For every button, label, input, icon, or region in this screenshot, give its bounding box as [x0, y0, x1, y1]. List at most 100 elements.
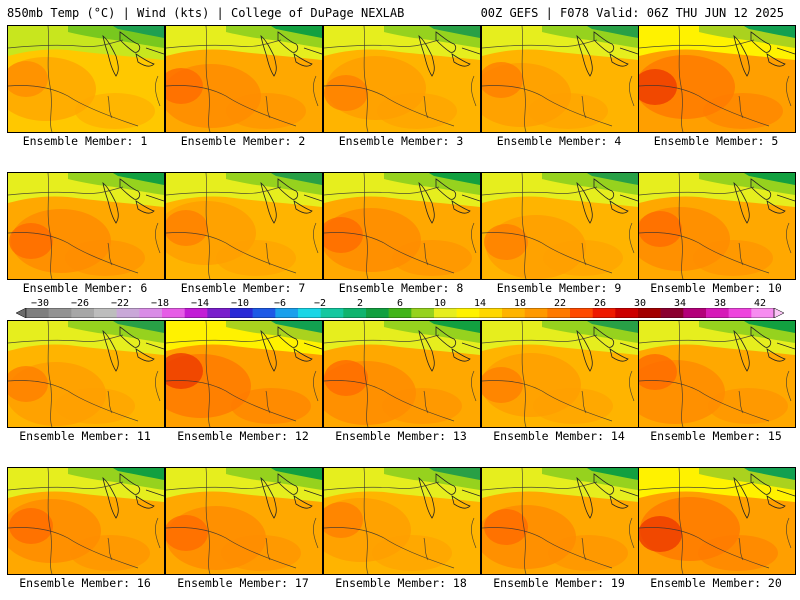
colorbar-segment: [26, 308, 49, 318]
colorbar-segment: [230, 308, 253, 318]
colorbar-tick-label: −2: [313, 298, 327, 309]
colorbar-segment: [728, 308, 752, 318]
colorbar-tick-label: 42: [753, 298, 767, 309]
ensemble-member-label: Ensemble Member: 14: [493, 429, 625, 443]
temperature-field-map: [166, 468, 322, 574]
temperature-field-map: [8, 468, 164, 574]
ensemble-member-label: Ensemble Member: 19: [493, 576, 625, 590]
ensemble-member-label: Ensemble Member: 12: [177, 429, 309, 443]
ensemble-member-label: Ensemble Member: 20: [650, 576, 782, 590]
temperature-field-map: [639, 321, 795, 427]
ensemble-member-label: Ensemble Member: 16: [19, 576, 151, 590]
colorbar-segment: [139, 308, 163, 318]
run-valid-time: 00Z GEFS | F078 Valid: 06Z THU JUN 12 20…: [480, 6, 784, 20]
colorbar-tick-label: 2: [356, 298, 364, 309]
temperature-field-map: [639, 26, 795, 132]
colorbar-tick-label: −18: [150, 298, 170, 309]
colorbar-segment: [479, 308, 503, 318]
colorbar-segment: [502, 308, 525, 318]
colorbar-segment: [683, 308, 707, 318]
colorbar-segment: [434, 308, 457, 318]
temperature-field-map: [324, 173, 480, 279]
colorbar-tick-label: 18: [513, 298, 527, 309]
ensemble-map-panel: [165, 25, 323, 133]
colorbar-tick-label: 10: [433, 298, 447, 309]
colorbar-segment: [547, 308, 571, 318]
colorbar-left-arrow: [16, 308, 27, 318]
ensemble-member-label: Ensemble Member: 9: [496, 281, 622, 295]
colorbar-segment: [298, 308, 321, 318]
temperature-field-map: [482, 468, 638, 574]
ensemble-member-label: Ensemble Member: 18: [335, 576, 467, 590]
ensemble-map-panel: [7, 172, 165, 280]
colorbar-tick-label: 6: [396, 298, 404, 309]
ensemble-map-panel: [323, 25, 481, 133]
temperature-field-map: [639, 173, 795, 279]
colorbar-tick-label: 38: [713, 298, 727, 309]
temperature-field-map: [324, 321, 480, 427]
colorbar-tick-label: −22: [110, 298, 130, 309]
colorbar-tick-label: 22: [553, 298, 567, 309]
ensemble-member-label: Ensemble Member: 10: [650, 281, 782, 295]
ensemble-map-panel: [323, 320, 481, 428]
colorbar-segment: [343, 308, 367, 318]
ensemble-member-label: Ensemble Member: 3: [338, 134, 464, 148]
ensemble-map-panel: [7, 25, 165, 133]
ensemble-map-panel: [323, 467, 481, 575]
colorbar-segment: [320, 308, 344, 318]
colorbar-segment: [388, 308, 412, 318]
ensemble-map-panel: [638, 320, 796, 428]
ensemble-member-label: Ensemble Member: 15: [650, 429, 782, 443]
colorbar-segment: [207, 308, 231, 318]
temperature-field-map: [8, 173, 164, 279]
colorbar-segment: [162, 308, 185, 318]
colorbar-segment: [71, 308, 95, 318]
colorbar-tick-label: −26: [70, 298, 90, 309]
temperature-field-map: [166, 173, 322, 279]
temperature-field-map: [166, 321, 322, 427]
temperature-field-map: [482, 26, 638, 132]
colorbar-segment: [411, 308, 435, 318]
ensemble-member-label: Ensemble Member: 5: [653, 134, 779, 148]
ensemble-member-label: Ensemble Member: 1: [22, 134, 148, 148]
colorbar-segment: [592, 308, 616, 318]
temperature-field-map: [8, 321, 164, 427]
colorbar-segment: [615, 308, 639, 318]
ensemble-map-panel: [165, 172, 323, 280]
colorbar-segment: [524, 308, 548, 318]
ensemble-map-panel: [638, 172, 796, 280]
temperature-field-map: [324, 468, 480, 574]
colorbar-tick-label: 34: [673, 298, 687, 309]
ensemble-map-panel: [481, 172, 639, 280]
colorbar-segment: [48, 308, 72, 318]
colorbar-tick-label: 30: [633, 298, 647, 309]
ensemble-map-panel: [638, 467, 796, 575]
ensemble-member-label: Ensemble Member: 8: [338, 281, 464, 295]
ensemble-member-label: Ensemble Member: 13: [335, 429, 467, 443]
colorbar-segment: [456, 308, 480, 318]
temperature-field-map: [324, 26, 480, 132]
ensemble-member-label: Ensemble Member: 7: [180, 281, 306, 295]
ensemble-member-label: Ensemble Member: 11: [19, 429, 151, 443]
ensemble-member-label: Ensemble Member: 6: [22, 281, 148, 295]
colorbar-tick-label: −6: [273, 298, 287, 309]
colorbar-right-arrow: [773, 308, 784, 318]
colorbar-tick-label: −10: [230, 298, 250, 309]
ensemble-map-panel: [165, 320, 323, 428]
ensemble-map-panel: [481, 25, 639, 133]
ensemble-map-panel: [481, 320, 639, 428]
map-title: 850mb Temp (°C) | Wind (kts) | College o…: [7, 6, 405, 20]
ensemble-map-panel: [481, 467, 639, 575]
ensemble-map-panel: [7, 320, 165, 428]
colorbar-segment: [638, 308, 661, 318]
ensemble-map-panel: [7, 467, 165, 575]
colorbar-tick-label: −14: [190, 298, 210, 309]
ensemble-map-panel: [165, 467, 323, 575]
temperature-field-map: [8, 26, 164, 132]
colorbar-segment: [660, 308, 684, 318]
colorbar-segment: [751, 308, 775, 318]
ensemble-map-panel: [638, 25, 796, 133]
colorbar-segment: [116, 308, 140, 318]
ensemble-member-label: Ensemble Member: 4: [496, 134, 622, 148]
colorbar-segment: [366, 308, 389, 318]
